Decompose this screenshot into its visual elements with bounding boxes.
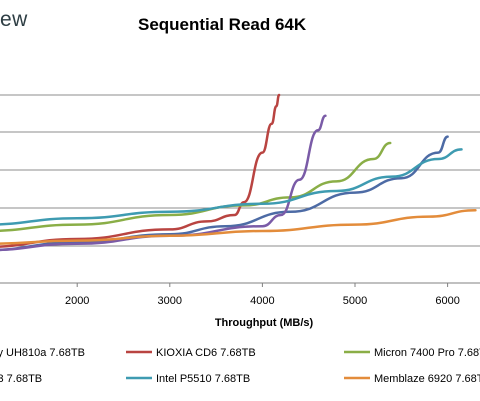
x-tick-label: 4000 (250, 295, 274, 307)
x-axis-title: Throughput (MB/s) (215, 317, 314, 329)
x-axis-tick-labels: 2000 3000 4000 5000 6000 (65, 283, 460, 307)
legend-item: Micron 7400 Pro 7.68TB (344, 347, 480, 359)
legend-label: Intel P5510 7.68TB (156, 373, 250, 385)
series-lines (0, 93, 477, 252)
legend-label: Memblaze 6920 7.68TB (374, 373, 480, 385)
brand-logo-text: ew (0, 8, 28, 31)
x-tick-label: 6000 (435, 295, 459, 307)
series-line-6 (0, 208, 477, 245)
x-tick-label: 3000 (158, 295, 182, 307)
legend-item: Solidigm Memory UH810a 7.68TB (0, 347, 85, 359)
legend-item: Intel P5510 7.68TB (126, 373, 250, 385)
x-axis: Throughput (MB/s) (0, 282, 480, 329)
legend-label: Samsung PM9A3 7.68TB (0, 373, 42, 385)
legend-label: KIOXIA CD6 7.68TB (156, 347, 256, 359)
chart-title: Sequential Read 64K (138, 15, 307, 34)
legend-item: KIOXIA CD6 7.68TB (126, 347, 256, 359)
legend-item: Memblaze 6920 7.68TB (344, 373, 480, 385)
series-line-5 (0, 148, 463, 226)
x-tick-label: 2000 (65, 295, 89, 307)
legend: Solidigm Memory UH810a 7.68TB KIOXIA CD6 … (0, 347, 480, 385)
x-tick-label: 5000 (343, 295, 367, 307)
legend-label: Micron 7400 Pro 7.68TB (374, 347, 480, 359)
gridlines (0, 94, 480, 247)
legend-item: Samsung PM9A3 7.68TB (0, 373, 42, 385)
series-line-4 (0, 114, 327, 252)
legend-label: Solidigm Memory UH810a 7.68TB (0, 347, 85, 359)
